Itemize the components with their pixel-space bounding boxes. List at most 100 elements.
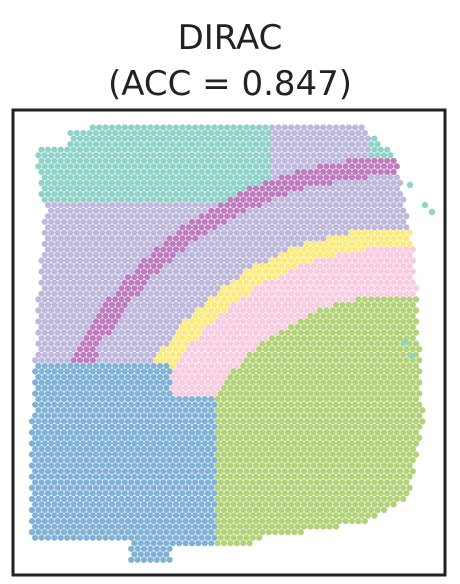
spot [368,440,375,447]
spot [83,324,90,331]
spot [124,229,132,236]
spot [384,312,391,320]
spot [377,235,384,242]
spot [227,351,234,358]
spot [112,451,119,458]
spot [64,368,71,375]
spot [83,401,90,408]
spot [284,340,292,347]
spot [268,479,276,486]
spot [214,163,221,170]
spot [108,191,116,198]
spot [345,257,352,264]
spot [294,235,301,242]
spot [134,401,141,408]
spot [192,168,199,175]
spot [86,240,93,247]
spot [243,445,250,453]
spot [105,384,112,392]
spot [118,373,125,381]
spot [387,296,394,303]
spot [134,191,141,198]
spot [156,396,164,403]
spot [176,274,183,281]
spot [211,246,218,253]
spot [352,135,359,142]
spot [96,124,103,131]
spot [57,512,64,519]
spot [316,141,324,148]
spot [339,124,346,131]
spot [320,468,327,475]
spot [147,213,154,220]
spot [252,185,260,192]
spot [358,490,365,497]
spot [307,412,314,419]
spot [352,124,359,131]
spot [364,412,372,419]
spot [265,141,272,148]
spot [44,335,52,342]
spot [348,451,356,458]
spot [80,240,87,247]
spot [214,418,221,425]
spot [105,518,112,525]
spot [140,534,148,541]
spot [179,468,186,475]
spot [307,401,314,408]
spot [105,285,112,292]
spot [326,312,333,320]
spot [380,285,388,292]
spot [57,346,64,353]
spot [262,468,269,475]
spot [44,224,52,231]
spot [172,523,180,530]
spot [38,390,45,397]
spot [227,384,234,392]
spot [313,257,320,264]
spot [323,185,330,192]
spot [166,191,173,198]
spot [214,440,221,447]
spot [38,346,45,353]
spot [80,529,87,536]
spot [131,207,138,214]
spot [179,368,186,375]
spot [403,479,410,486]
spot [300,179,308,187]
spot [243,246,250,253]
spot [348,440,356,447]
spot [118,351,125,358]
spot [150,285,157,292]
spot [377,434,384,441]
spot [243,335,250,342]
spot [246,440,253,447]
spot [198,213,205,220]
spot [387,196,394,203]
spot [380,152,388,159]
spot [169,141,176,148]
spot [329,396,336,403]
spot [89,257,96,264]
spot [67,163,74,170]
spot [121,445,128,453]
spot [211,479,218,486]
spot [275,512,282,519]
spot [73,240,80,247]
spot [384,479,391,486]
spot [208,240,215,247]
spot [54,251,61,259]
spot [265,462,272,469]
spot [288,357,295,364]
spot [358,312,365,320]
spot [156,462,164,469]
spot [57,335,64,342]
spot [54,340,61,347]
spot [326,346,333,353]
spot [195,285,202,292]
spot [278,263,285,270]
spot [220,318,228,325]
spot [320,401,327,408]
spot [64,146,71,153]
spot [156,540,164,547]
